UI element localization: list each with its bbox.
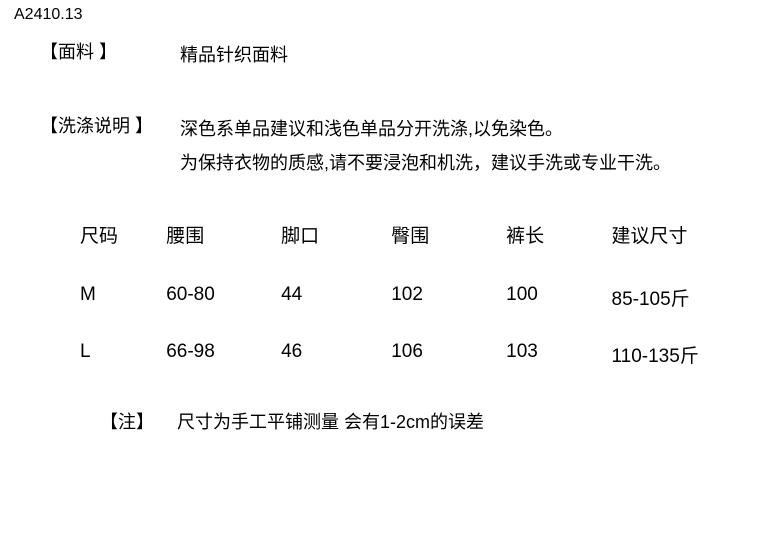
header-length: 裤长: [506, 221, 611, 248]
cell-hip: 106: [391, 341, 506, 368]
cell-suggested: 110-135斤: [612, 341, 737, 368]
cell-suggested: 85-105斤: [612, 284, 737, 311]
info-section: 【面料 】 精品针织面料 【洗涤说明 】 深色系单品建议和浅色单品分开洗涤,以免…: [40, 38, 746, 181]
header-leg-opening: 脚口: [281, 221, 391, 248]
header-size: 尺码: [60, 221, 166, 248]
note-row: 【注】 尺寸为手工平铺测量 会有1-2cm的误差: [100, 408, 746, 434]
size-table: 尺码 腰围 脚口 臀围 裤长 建议尺寸 M 60-80 44 102 100 8…: [60, 221, 736, 368]
cell-hip: 102: [391, 284, 506, 311]
header-suggested: 建议尺寸: [612, 221, 737, 248]
table-header: 尺码 腰围 脚口 臀围 裤长 建议尺寸: [60, 221, 736, 248]
note-value: 尺寸为手工平铺测量 会有1-2cm的误差: [177, 412, 484, 432]
header-waist: 腰围: [166, 221, 281, 248]
cell-leg-opening: 44: [281, 284, 391, 311]
cell-length: 103: [506, 341, 611, 368]
header-hip: 臀围: [391, 221, 506, 248]
washing-row: 【洗涤说明 】 深色系单品建议和浅色单品分开洗涤,以免染色。 为保持衣物的质感,…: [40, 112, 746, 180]
washing-label: 【洗涤说明 】: [40, 112, 180, 180]
cell-leg-opening: 46: [281, 341, 391, 368]
cell-waist: 66-98: [166, 341, 281, 368]
washing-line1: 深色系单品建议和浅色单品分开洗涤,以免染色。: [180, 112, 671, 146]
fabric-row: 【面料 】 精品针织面料: [40, 38, 746, 72]
product-code: A2410.13: [14, 6, 83, 24]
table-row: M 60-80 44 102 100 85-105斤: [60, 284, 736, 311]
washing-line2: 为保持衣物的质感,请不要浸泡和机洗，建议手洗或专业干洗。: [180, 146, 671, 180]
fabric-label: 【面料 】: [40, 38, 180, 72]
cell-size: L: [60, 341, 166, 368]
washing-value: 深色系单品建议和浅色单品分开洗涤,以免染色。 为保持衣物的质感,请不要浸泡和机洗…: [180, 112, 671, 180]
table-row: L 66-98 46 106 103 110-135斤: [60, 341, 736, 368]
note-label: 【注】: [100, 408, 154, 434]
fabric-value: 精品针织面料: [180, 38, 288, 72]
cell-size: M: [60, 284, 166, 311]
cell-length: 100: [506, 284, 611, 311]
cell-waist: 60-80: [166, 284, 281, 311]
